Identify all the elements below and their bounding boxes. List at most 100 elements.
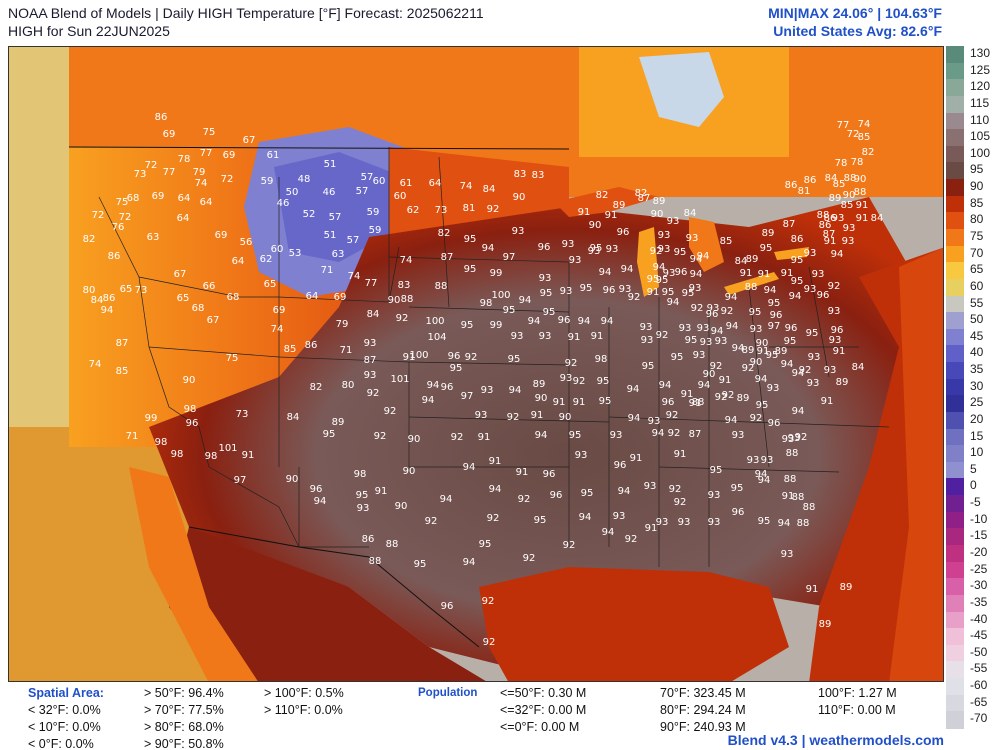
temperature-label: 89 bbox=[819, 619, 832, 630]
temperature-label: 63 bbox=[147, 232, 160, 243]
title-line-2: HIGH for Sun 22JUN2025 bbox=[8, 23, 170, 39]
temperature-label: 86 bbox=[103, 293, 116, 304]
temperature-label: 88 bbox=[797, 518, 810, 529]
temperature-label: 93 bbox=[679, 323, 692, 334]
temperature-label: 95 bbox=[784, 336, 797, 347]
temperature-label: 89 bbox=[737, 393, 750, 404]
temperature-label: 93 bbox=[619, 284, 632, 295]
temperature-label: 95 bbox=[642, 361, 655, 372]
colorbar-cell bbox=[946, 644, 964, 663]
temperature-label: 57 bbox=[361, 172, 374, 183]
colorbar-cell bbox=[946, 278, 964, 297]
temperature-label: 93 bbox=[539, 273, 552, 284]
temperature-label: 89 bbox=[332, 417, 345, 428]
temperature-label: 79 bbox=[336, 319, 349, 330]
temperature-label: 75 bbox=[203, 127, 216, 138]
footer-credit[interactable]: Blend v4.3 | weathermodels.com bbox=[727, 732, 944, 748]
colorbar-tick-label: 115 bbox=[970, 95, 990, 110]
temperature-label: 93 bbox=[761, 455, 774, 466]
temperature-label: 96 bbox=[558, 315, 571, 326]
temperature-label: 89 bbox=[836, 377, 849, 388]
temperature-label: 84 bbox=[871, 213, 884, 224]
colorbar-tick-label: -15 bbox=[970, 528, 988, 543]
temperature-label: 93 bbox=[782, 434, 795, 445]
temperature-label: 72 bbox=[119, 212, 132, 223]
temperature-label: 97 bbox=[234, 475, 247, 486]
temperature-label: 67 bbox=[174, 269, 187, 280]
colorbar-tick-label: 100 bbox=[970, 145, 991, 160]
temperature-label: 68 bbox=[227, 292, 240, 303]
temperature-label: 74 bbox=[271, 324, 284, 335]
temperature-label: 77 bbox=[200, 148, 213, 159]
temperature-label: 81 bbox=[798, 186, 811, 197]
temperature-label: 94 bbox=[652, 428, 665, 439]
temperature-label: 59 bbox=[261, 176, 274, 187]
colorbar-tick-label: -10 bbox=[970, 511, 988, 526]
temperature-label: 96 bbox=[768, 418, 781, 429]
colorbar-cell bbox=[946, 545, 964, 563]
temperature-label: 92 bbox=[721, 306, 734, 317]
temperature-label: 94 bbox=[792, 368, 805, 379]
temperature-label: 93 bbox=[641, 335, 654, 346]
temperature-label: 65 bbox=[264, 279, 277, 290]
colorbar-tick-label: 80 bbox=[970, 212, 984, 227]
temperature-label: 92 bbox=[367, 388, 380, 399]
temperature-label: 92 bbox=[563, 540, 576, 551]
temperature-label: 93 bbox=[747, 455, 760, 466]
temperature-label: 78 bbox=[178, 154, 191, 165]
temperature-label: 93 bbox=[828, 306, 841, 317]
temperature-label: 99 bbox=[490, 320, 503, 331]
temperature-label: 94 bbox=[653, 262, 666, 273]
temperature-label: 64 bbox=[429, 178, 442, 189]
temperature-label: 92 bbox=[625, 534, 638, 545]
temperature-label: 93 bbox=[750, 324, 763, 335]
colorbar-tick-label: 95 bbox=[970, 162, 984, 177]
temperature-label: 101 bbox=[218, 443, 237, 454]
temperature-label: 73 bbox=[236, 409, 249, 420]
temperature-label: 88 bbox=[401, 294, 414, 305]
temperature-map[interactable]: 86 69 75 67 77 69 61 72 78 51 73 77 79 74 72 59 48 57 60 61… bbox=[8, 46, 944, 682]
temperature-label: 92 bbox=[715, 392, 728, 403]
temperature-label: 96 bbox=[732, 507, 745, 518]
temperature-label: 88 bbox=[369, 556, 382, 567]
temperature-label: 86 bbox=[824, 213, 837, 224]
temperature-label: 89 bbox=[840, 582, 853, 593]
temperature-label: 90 bbox=[756, 338, 769, 349]
temperature-label: 92 bbox=[799, 365, 812, 376]
temperature-label: 93 bbox=[648, 416, 661, 427]
temperature-label: 93 bbox=[824, 365, 837, 376]
temperature-label: 91 bbox=[375, 486, 388, 497]
temperature-label: 90 bbox=[703, 369, 716, 380]
temperature-label: 95 bbox=[731, 483, 744, 494]
temperature-label: 91 bbox=[605, 210, 618, 221]
temperature-label: 94 bbox=[726, 321, 739, 332]
temperature-label: 88 bbox=[386, 539, 399, 550]
temperature-label: 96 bbox=[675, 267, 688, 278]
temperature-label: 94 bbox=[482, 243, 495, 254]
colorbar-tick-label: -5 bbox=[970, 495, 981, 510]
temperature-label: 93 bbox=[475, 410, 488, 421]
temperature-label: 85 bbox=[841, 200, 854, 211]
temperature-label: 93 bbox=[560, 286, 573, 297]
temperature-label: 84 bbox=[483, 184, 496, 195]
temperature-label: 94 bbox=[519, 295, 532, 306]
temperature-label: 88 bbox=[435, 281, 448, 292]
temperature-label: 67 bbox=[243, 135, 256, 146]
temperature-label: 90 bbox=[854, 174, 867, 185]
temperature-label: 95 bbox=[534, 515, 547, 526]
temperature-label: 98 bbox=[595, 354, 608, 365]
temperature-label: 92 bbox=[487, 513, 500, 524]
temperature-label: 76 bbox=[112, 222, 125, 233]
temperature-label: 46 bbox=[323, 187, 336, 198]
temperature-label: 82 bbox=[862, 147, 875, 158]
temperature-label: 74 bbox=[400, 255, 413, 266]
colorbar-tick-label: -65 bbox=[970, 694, 988, 709]
temperature-label: 94 bbox=[578, 316, 591, 327]
temperature-label: 95 bbox=[674, 247, 687, 258]
temperature-label: 94 bbox=[528, 316, 541, 327]
temperature-label: 92 bbox=[396, 313, 409, 324]
temperature-label: 94 bbox=[778, 518, 791, 529]
temperature-label: 74 bbox=[89, 359, 102, 370]
temperature-label: 75 bbox=[226, 353, 239, 364]
temperature-label: 89 bbox=[746, 254, 759, 265]
